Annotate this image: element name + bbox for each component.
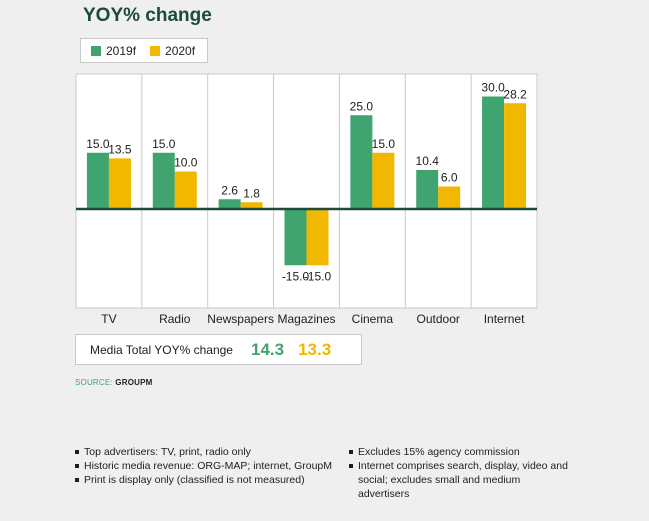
data-label: 13.5 — [108, 142, 132, 156]
data-label: 10.4 — [416, 154, 440, 168]
notes-left-list: Top advertisers: TV, print, radio only H… — [75, 445, 337, 487]
category-label: Cinema — [352, 312, 394, 326]
legend-swatch-2019 — [91, 45, 101, 56]
source-name: GROUPM — [115, 378, 153, 387]
legend-label-2020: 2020f — [165, 43, 196, 58]
source-prefix: SOURCE: — [75, 378, 113, 387]
category-label: Internet — [484, 312, 525, 326]
bar-2020f-magazines — [306, 209, 329, 266]
data-label: 30.0 — [481, 81, 505, 95]
media-total-box: Media Total YOY% change 14.3 13.3 — [75, 334, 362, 365]
data-label: 1.8 — [243, 186, 260, 200]
bar-2019f-radio — [152, 152, 175, 209]
bar-2019f-cinema — [350, 115, 373, 209]
bar-2020f-tv — [108, 158, 131, 209]
data-label: 10.0 — [174, 156, 198, 170]
note-item: Top advertisers: TV, print, radio only — [75, 445, 337, 459]
data-label: 28.2 — [503, 87, 527, 101]
category-label: TV — [101, 312, 116, 326]
bar-2020f-newspapers — [240, 202, 263, 209]
bar-2019f-internet — [482, 96, 505, 209]
media-total-2019-value: 14.3 — [250, 339, 285, 359]
data-label: 15.0 — [86, 137, 110, 151]
bar-2019f-outdoor — [416, 170, 439, 209]
data-label: 2.6 — [221, 183, 238, 197]
legend-item-2020: 2020f — [150, 44, 195, 58]
legend-swatch-2020 — [150, 45, 161, 56]
legend-item-2019: 2019f — [91, 44, 136, 58]
note-item: Internet comprises search, display, vide… — [349, 459, 569, 501]
data-label: -15.0 — [304, 269, 332, 283]
bar-2020f-cinema — [372, 152, 395, 209]
category-label: Newspapers — [207, 312, 274, 326]
bar-2020f-internet — [504, 103, 527, 209]
category-label: Radio — [159, 312, 191, 326]
bar-2020f-radio — [174, 171, 197, 209]
legend-label-2019: 2019f — [106, 43, 137, 58]
bar-2019f-tv — [86, 152, 109, 209]
note-item: Print is display only (classified is not… — [75, 473, 337, 487]
note-item: Historic media revenue: ORG-MAP; interne… — [75, 459, 337, 473]
note-item: Excludes 15% agency commission — [349, 445, 569, 459]
source-line: SOURCE: GROUPM — [75, 378, 153, 387]
media-total-label: Media Total YOY% change — [90, 342, 233, 357]
chart-legend: 2019f 2020f — [80, 38, 208, 63]
data-label: -15.0 — [282, 269, 310, 283]
media-total-2020-value: 13.3 — [298, 339, 332, 359]
data-label: 15.0 — [152, 137, 176, 151]
bar-2019f-magazines — [284, 209, 307, 266]
category-label: Outdoor — [417, 312, 460, 326]
chart-title: YOY% change — [83, 5, 212, 26]
data-label: 15.0 — [372, 137, 396, 151]
data-label: 6.0 — [441, 171, 458, 185]
bar-2020f-outdoor — [438, 186, 461, 209]
notes-right-list: Excludes 15% agency commission Internet … — [349, 445, 569, 501]
category-label: Magazines — [277, 312, 335, 326]
bar-2019f-newspapers — [218, 199, 241, 209]
data-label: 25.0 — [350, 99, 374, 113]
